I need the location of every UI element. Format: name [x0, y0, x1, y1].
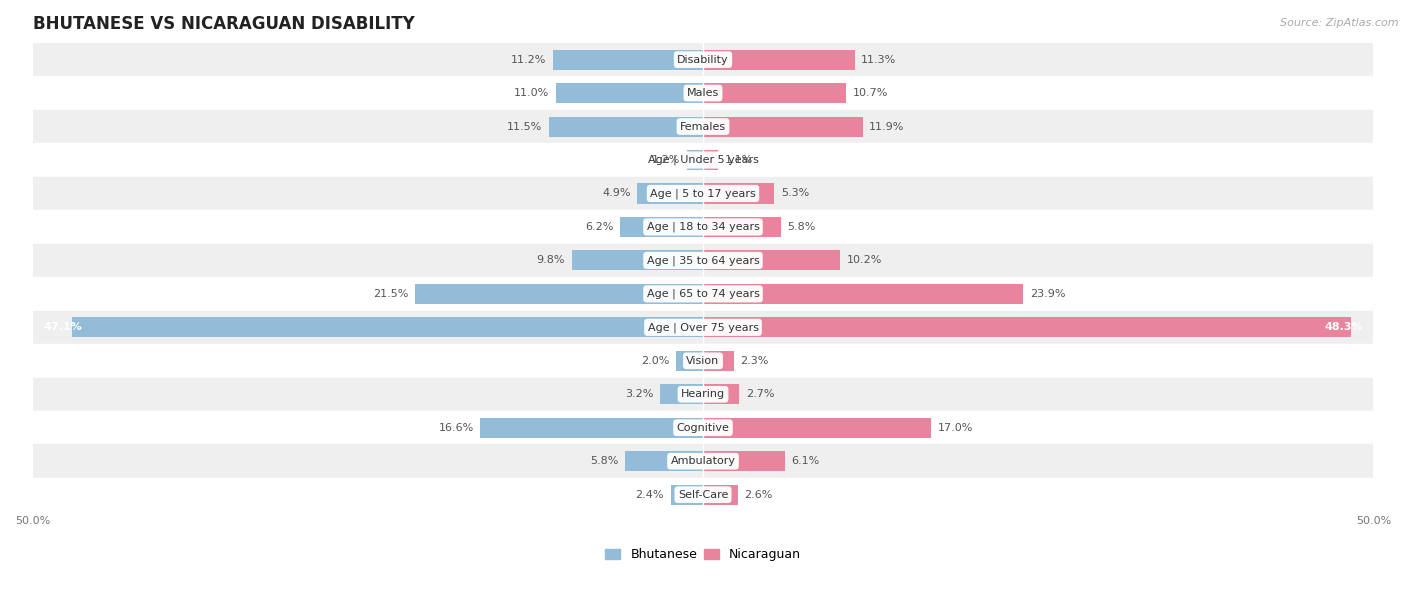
- Bar: [703, 451, 785, 471]
- Bar: [555, 83, 703, 103]
- Text: BHUTANESE VS NICARAGUAN DISABILITY: BHUTANESE VS NICARAGUAN DISABILITY: [32, 15, 415, 33]
- Text: 16.6%: 16.6%: [439, 423, 474, 433]
- Text: 11.9%: 11.9%: [869, 122, 904, 132]
- Text: Hearing: Hearing: [681, 389, 725, 399]
- Bar: [671, 485, 703, 505]
- Text: Males: Males: [688, 88, 718, 98]
- Text: 48.3%: 48.3%: [1324, 323, 1362, 332]
- Bar: [688, 150, 703, 170]
- Text: Cognitive: Cognitive: [676, 423, 730, 433]
- Bar: [703, 384, 740, 405]
- Text: 1.1%: 1.1%: [724, 155, 752, 165]
- Text: 5.8%: 5.8%: [787, 222, 815, 232]
- Bar: [32, 244, 1374, 277]
- Bar: [703, 250, 839, 271]
- Bar: [703, 50, 855, 70]
- Bar: [481, 417, 703, 438]
- Text: 2.7%: 2.7%: [747, 389, 775, 399]
- Text: 6.2%: 6.2%: [585, 222, 613, 232]
- Bar: [659, 384, 703, 405]
- Bar: [703, 417, 931, 438]
- Text: Age | 18 to 34 years: Age | 18 to 34 years: [647, 222, 759, 232]
- Bar: [32, 344, 1374, 378]
- Bar: [703, 83, 846, 103]
- Bar: [415, 284, 703, 304]
- Text: 2.3%: 2.3%: [741, 356, 769, 366]
- Text: 6.1%: 6.1%: [792, 456, 820, 466]
- Bar: [553, 50, 703, 70]
- Bar: [32, 444, 1374, 478]
- Text: 21.5%: 21.5%: [373, 289, 408, 299]
- Text: 11.3%: 11.3%: [862, 54, 897, 65]
- Text: 11.0%: 11.0%: [513, 88, 548, 98]
- Bar: [32, 177, 1374, 210]
- Bar: [703, 351, 734, 371]
- Bar: [548, 116, 703, 136]
- Text: 10.2%: 10.2%: [846, 255, 882, 266]
- Bar: [572, 250, 703, 271]
- Bar: [32, 378, 1374, 411]
- Text: Vision: Vision: [686, 356, 720, 366]
- Bar: [72, 317, 703, 337]
- Text: Source: ZipAtlas.com: Source: ZipAtlas.com: [1281, 18, 1399, 28]
- Bar: [703, 317, 1351, 337]
- Text: 17.0%: 17.0%: [938, 423, 973, 433]
- Text: 2.4%: 2.4%: [636, 490, 664, 499]
- Text: 47.1%: 47.1%: [44, 323, 82, 332]
- Text: 2.6%: 2.6%: [745, 490, 773, 499]
- Text: Age | 65 to 74 years: Age | 65 to 74 years: [647, 289, 759, 299]
- Text: Age | Over 75 years: Age | Over 75 years: [648, 322, 758, 332]
- Bar: [620, 217, 703, 237]
- Bar: [32, 210, 1374, 244]
- Text: 5.3%: 5.3%: [780, 188, 808, 198]
- Text: 9.8%: 9.8%: [537, 255, 565, 266]
- Text: 4.9%: 4.9%: [602, 188, 631, 198]
- Bar: [32, 277, 1374, 311]
- Text: 1.2%: 1.2%: [652, 155, 681, 165]
- Bar: [32, 43, 1374, 76]
- Text: 10.7%: 10.7%: [853, 88, 889, 98]
- Text: Age | 35 to 64 years: Age | 35 to 64 years: [647, 255, 759, 266]
- Text: 11.5%: 11.5%: [506, 122, 543, 132]
- Bar: [676, 351, 703, 371]
- Bar: [32, 76, 1374, 110]
- Bar: [32, 311, 1374, 344]
- Text: Self-Care: Self-Care: [678, 490, 728, 499]
- Bar: [703, 184, 775, 204]
- Bar: [32, 110, 1374, 143]
- Bar: [703, 485, 738, 505]
- Bar: [703, 116, 862, 136]
- Bar: [32, 143, 1374, 177]
- Text: Age | Under 5 years: Age | Under 5 years: [648, 155, 758, 165]
- Text: Disability: Disability: [678, 54, 728, 65]
- Bar: [703, 284, 1024, 304]
- Text: 2.0%: 2.0%: [641, 356, 669, 366]
- Text: Ambulatory: Ambulatory: [671, 456, 735, 466]
- Bar: [703, 217, 780, 237]
- Text: 11.2%: 11.2%: [510, 54, 546, 65]
- Text: 3.2%: 3.2%: [626, 389, 654, 399]
- Text: 23.9%: 23.9%: [1031, 289, 1066, 299]
- Bar: [32, 411, 1374, 444]
- Bar: [32, 478, 1374, 512]
- Bar: [703, 150, 717, 170]
- Text: Age | 5 to 17 years: Age | 5 to 17 years: [650, 188, 756, 199]
- Bar: [637, 184, 703, 204]
- Legend: Bhutanese, Nicaraguan: Bhutanese, Nicaraguan: [600, 543, 806, 566]
- Text: 5.8%: 5.8%: [591, 456, 619, 466]
- Text: Females: Females: [681, 122, 725, 132]
- Bar: [626, 451, 703, 471]
